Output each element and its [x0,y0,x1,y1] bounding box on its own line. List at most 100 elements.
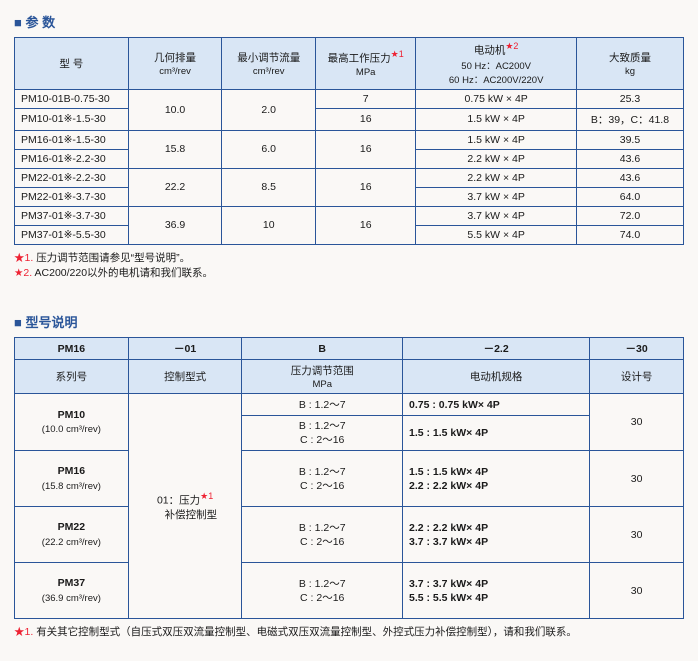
hdr-mass-label: 大致质量 [609,52,651,64]
cell-motor: 0.75 kW × 4P [416,89,577,108]
cell-mass: 25.3 [576,89,683,108]
table-row: PM10-01B-0.75-30 10.0 2.0 7 0.75 kW × 4P… [15,89,684,108]
cell-model: PM10-01B-0.75-30 [15,89,129,108]
hdr-motor-60: 60 Hz：AC200V/220V [449,75,544,86]
cell-minflow: 6.0 [222,130,316,168]
table-row: PM16-01※-1.5-30 15.8 6.0 16 1.5 kW × 4P … [15,130,684,149]
series-label: PM16 [58,465,85,477]
hdr-maxpress-unit: MPa [356,67,376,78]
press-line: C : 2～16 [300,536,344,548]
spec-text: 5.5 : 5.5 kW× 4P [409,592,488,604]
cell-spec: 1.5 : 1.5 kW× 4P 2.2 : 2.2 kW× 4P [402,451,589,507]
section2-notes: ★1. 有关其它控制型式（自压式双压双流量控制型、电磁式双压双流量控制型、外控式… [14,625,684,641]
cell-mass: 74.0 [576,225,683,244]
cell-motor: 3.7 kW × 4P [416,206,577,225]
cell-press: 7 [316,89,416,108]
cell-spec: 1.5 : 1.5 kW× 4P [402,416,589,451]
code-c1: PM16 [15,338,129,360]
press-line: B : 1.2～7 [299,578,346,590]
star-icon: ★2. [14,267,32,279]
press-line: B : 1.2～7 [299,522,346,534]
press-line: C : 2～16 [300,434,344,446]
cell-press: B : 1.2～7 C : 2～16 [242,563,403,619]
cell-spec: 2.2 : 2.2 kW× 4P 3.7 : 3.7 kW× 4P [402,507,589,563]
press-line: C : 2～16 [300,592,344,604]
hdr-disp: 几何排量 cm³/rev [128,38,222,90]
hdr-pressrange-unit: MPa [312,379,332,390]
press-line: B : 1.2～7 [299,420,346,432]
series-sub: (22.2 cm³/rev) [42,537,101,548]
cell-press: B : 1.2～7 C : 2～16 [242,451,403,507]
cell-mass: 64.0 [576,187,683,206]
cell-design: 30 [590,563,684,619]
cell-design: 30 [590,507,684,563]
ctrl-label-1: 01：压力 [157,495,200,507]
cell-press: 16 [316,206,416,244]
code-c5: －30 [590,338,684,360]
hdr-motorspec: 电动机规格 [402,360,589,394]
section1-title: 参 数 [14,12,684,31]
cell-press: 16 [316,130,416,168]
cell-press: B : 1.2～7 C : 2～16 [242,416,403,451]
hdr-motor-50: 50 Hz：AC200V [461,61,531,72]
hdr-series: 系列号 [15,360,129,394]
cell-press: B : 1.2～7 C : 2～16 [242,507,403,563]
series-sub: (15.8 cm³/rev) [42,481,101,492]
cell-series: PM22 (22.2 cm³/rev) [15,507,129,563]
cell-mass: 72.0 [576,206,683,225]
cell-mass: 43.6 [576,149,683,168]
code-c3: B [242,338,403,360]
hdr-mass-unit: kg [625,66,635,77]
hdr-mass: 大致质量 kg [576,38,683,90]
press-line: C : 2～16 [300,480,344,492]
hdr-motor: 电动机★2 50 Hz：AC200V 60 Hz：AC200V/220V [416,38,577,90]
code-example-row: PM16 －01 B －2.2 －30 [15,338,684,360]
cell-minflow: 8.5 [222,168,316,206]
spec-text: 2.2 : 2.2 kW× 4P [409,522,488,534]
series-sub: (36.9 cm³/rev) [42,593,101,604]
ctrl-star: ★1 [200,491,213,501]
star-icon: ★1. [14,626,33,638]
series-label: PM10 [58,409,85,421]
press-line: B : 1.2～7 [299,466,346,478]
cell-mass: 39.5 [576,130,683,149]
cell-motor: 1.5 kW × 4P [416,108,577,130]
hdr-pressrange: 压力调节范围 MPa [242,360,403,394]
cell-motor: 5.5 kW × 4P [416,225,577,244]
cell-ctrl: 01：压力★1 补偿控制型 [128,394,242,619]
cell-motor: 2.2 kW × 4P [416,168,577,187]
hdr-model: 型 号 [15,38,129,90]
cell-design: 30 [590,451,684,507]
table-row: PM22-01※-2.2-30 22.2 8.5 16 2.2 kW × 4P … [15,168,684,187]
series-sub: (10.0 cm³/rev) [42,424,101,435]
hdr-disp-label: 几何排量 [154,52,196,64]
table-row: PM10-01※-1.5-30 16 1.5 kW × 4P B：39，C：41… [15,108,684,130]
cell-disp: 10.0 [128,89,222,130]
note-text: 有关其它控制型式（自压式双压双流量控制型、电磁式双压双流量控制型、外控式压力补偿… [36,626,577,638]
cell-model: PM16-01※-2.2-30 [15,149,129,168]
hdr-disp-unit: cm³/rev [159,66,191,77]
star-icon: ★1. [14,252,33,264]
hdr-minflow-unit: cm³/rev [253,66,285,77]
cell-model: PM22-01※-3.7-30 [15,187,129,206]
note-text: 压力调节范围请参见“型号说明”。 [36,252,190,264]
spec-text: 1.5 : 1.5 kW× 4P [409,466,488,478]
hdr-motor-label: 电动机 [474,45,506,57]
cell-series: PM16 (15.8 cm³/rev) [15,451,129,507]
cell-minflow: 10 [222,206,316,244]
table-row: PM10 (10.0 cm³/rev) 01：压力★1 补偿控制型 B : 1.… [15,394,684,416]
cell-model: PM37-01※-3.7-30 [15,206,129,225]
cell-press: B : 1.2～7 [242,394,403,416]
section1-notes: ★1. 压力调节范围请参见“型号说明”。 ★2. AC200/220以外的电机请… [14,251,684,283]
cell-series: PM37 (36.9 cm³/rev) [15,563,129,619]
model-desc-table: PM16 －01 B －2.2 －30 系列号 控制型式 压力调节范围 MPa … [14,337,684,619]
cell-press: 16 [316,108,416,130]
cell-mass: B：39，C：41.8 [576,108,683,130]
cell-model: PM22-01※-2.2-30 [15,168,129,187]
cell-disp: 22.2 [128,168,222,206]
cell-motor: 1.5 kW × 4P [416,130,577,149]
cell-motor: 2.2 kW × 4P [416,149,577,168]
spec-text: 1.5 : 1.5 kW× 4P [409,427,488,439]
note-line: ★1. 有关其它控制型式（自压式双压双流量控制型、电磁式双压双流量控制型、外控式… [14,625,684,641]
table-row: PM37-01※-3.7-30 36.9 10 16 3.7 kW × 4P 7… [15,206,684,225]
